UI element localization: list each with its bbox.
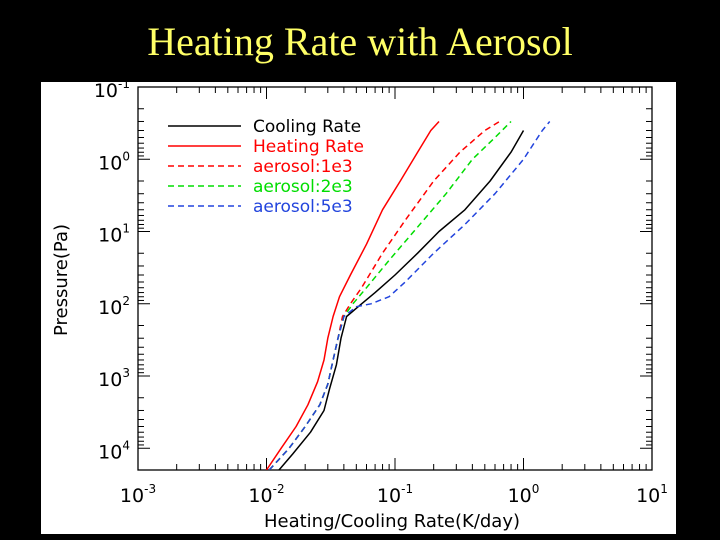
y-tick-label: 10-1 bbox=[94, 82, 130, 102]
plot-frame bbox=[137, 86, 653, 471]
legend-label-1: Heating Rate bbox=[253, 137, 364, 157]
y-tick-label: 101 bbox=[98, 222, 130, 247]
tick-labels: 10-3 10-2 10-1 100 101 10-1 100 101 102 103 104 bbox=[94, 82, 668, 507]
slide-title: Heating Rate with Aerosol bbox=[147, 19, 573, 64]
chart-svg: 10-3 10-2 10-1 100 101 10-1 100 101 102 103 104 Co… bbox=[51, 82, 668, 532]
x-tick-label: 100 bbox=[508, 482, 540, 507]
y-tick-label: 102 bbox=[98, 294, 130, 319]
axis-ticks bbox=[137, 86, 653, 471]
x-tick-label: 101 bbox=[636, 482, 668, 507]
x-tick-label: 10-2 bbox=[248, 482, 284, 507]
x-tick-label: 10-3 bbox=[120, 482, 156, 507]
legend-label-0: Cooling Rate bbox=[253, 117, 361, 137]
series-line-0 bbox=[278, 130, 525, 470]
series-line-2 bbox=[268, 120, 500, 470]
y-axis-title: Pressure(Pa) bbox=[51, 224, 72, 336]
y-tick-label: 104 bbox=[98, 438, 130, 463]
plot-area-border bbox=[137, 86, 653, 471]
legend-label-4: aerosol:5e3 bbox=[253, 197, 353, 217]
x-axis-title: Heating/Cooling Rate(K/day) bbox=[264, 511, 520, 532]
x-tick-label: 10-1 bbox=[377, 482, 413, 507]
plot-panel: 10-3 10-2 10-1 100 101 10-1 100 101 102 103 104 Co… bbox=[41, 82, 676, 534]
series-line-3 bbox=[268, 120, 512, 470]
y-tick-label: 103 bbox=[98, 366, 130, 391]
y-tick-label: 100 bbox=[98, 149, 130, 174]
legend-label-3: aerosol:2e3 bbox=[253, 177, 353, 197]
series-lines bbox=[265, 120, 551, 470]
legend-label-2: aerosol:1e3 bbox=[253, 157, 353, 177]
series-line-1 bbox=[265, 120, 440, 470]
